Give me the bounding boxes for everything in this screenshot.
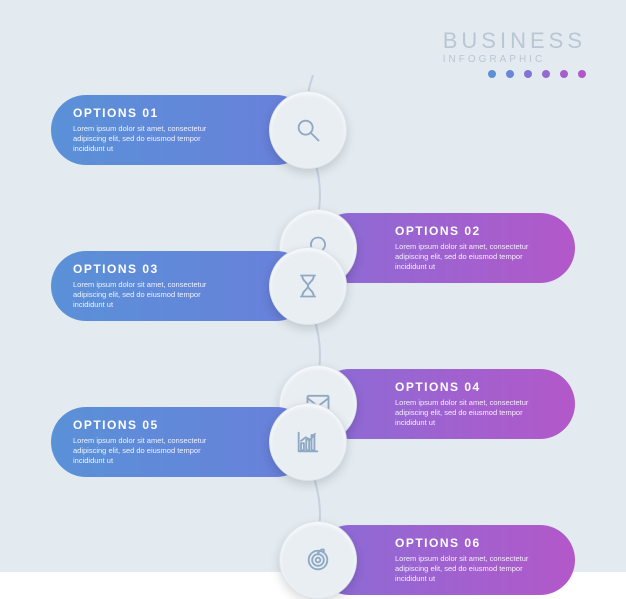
header-dot xyxy=(560,70,568,78)
header-dot xyxy=(542,70,550,78)
header-dot xyxy=(506,70,514,78)
chart-icon xyxy=(269,403,347,481)
target-icon xyxy=(279,521,357,599)
option-title: OPTIONS 02 xyxy=(395,224,553,238)
option-body: Lorem ipsum dolor sit amet, consectetur … xyxy=(73,124,231,154)
option-title: OPTIONS 01 xyxy=(73,106,231,120)
option-title: OPTIONS 03 xyxy=(73,262,231,276)
option-body: Lorem ipsum dolor sit amet, consectetur … xyxy=(395,554,553,584)
hourglass-icon xyxy=(269,247,347,325)
option-title: OPTIONS 05 xyxy=(73,418,231,432)
option-body: Lorem ipsum dolor sit amet, consectetur … xyxy=(73,436,231,466)
option-item-3: OPTIONS 03 Lorem ipsum dolor sit amet, co… xyxy=(51,251,311,321)
option-item-5: OPTIONS 05 Lorem ipsum dolor sit amet, co… xyxy=(51,407,311,477)
option-body: Lorem ipsum dolor sit amet, consectetur … xyxy=(395,242,553,272)
header-subtitle: INFOGRAPHIC xyxy=(443,54,586,65)
header-dot xyxy=(488,70,496,78)
header-dot xyxy=(578,70,586,78)
option-body: Lorem ipsum dolor sit amet, consectetur … xyxy=(73,280,231,310)
option-body: Lorem ipsum dolor sit amet, consectetur … xyxy=(395,398,553,428)
header-dots xyxy=(488,70,586,78)
option-title: OPTIONS 06 xyxy=(395,536,553,550)
header: BUSINESS INFOGRAPHIC xyxy=(443,28,586,65)
option-item-2: OPTIONS 02 Lorem ipsum dolor sit amet, co… xyxy=(315,213,575,283)
option-title: OPTIONS 04 xyxy=(395,380,553,394)
infographic-canvas: BUSINESS INFOGRAPHIC OPTIONS 01 Lorem ips… xyxy=(0,0,626,572)
header-dot xyxy=(524,70,532,78)
header-title: BUSINESS xyxy=(443,28,586,54)
search-icon xyxy=(269,91,347,169)
option-item-6: OPTIONS 06 Lorem ipsum dolor sit amet, co… xyxy=(315,525,575,595)
option-item-1: OPTIONS 01 Lorem ipsum dolor sit amet, co… xyxy=(51,95,311,165)
option-item-4: OPTIONS 04 Lorem ipsum dolor sit amet, co… xyxy=(315,369,575,439)
